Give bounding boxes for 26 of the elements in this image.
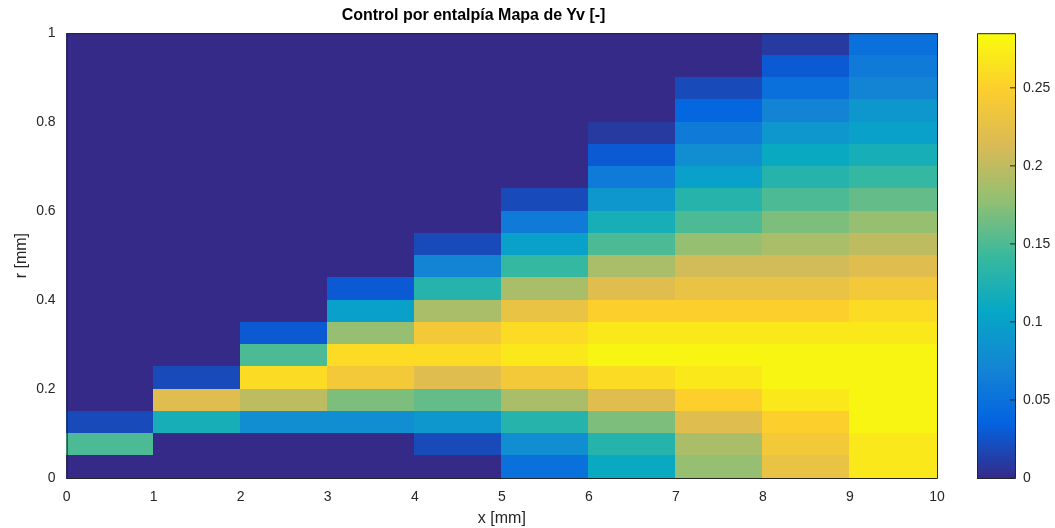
y-tick-label: 0.2 [36, 379, 56, 396]
y-tick-label: 0 [47, 468, 56, 485]
y-tick-label: 0.4 [36, 290, 56, 307]
x-tick-label: 1 [149, 488, 158, 505]
color-bar-label: 0.25 [1023, 78, 1051, 95]
color-bar-label: 0.05 [1023, 390, 1051, 407]
y-tick-label: 0.8 [36, 113, 56, 130]
x-tick-label: 8 [759, 488, 768, 505]
x-tick-label: 3 [323, 488, 332, 505]
x-tick-label: 9 [846, 488, 855, 505]
x-tick-label: 10 [929, 488, 945, 505]
y-tick-label: 1 [47, 24, 56, 41]
y-tick-label: 0.6 [36, 201, 56, 218]
chart-title: Control por entalpía Mapa de Yv [-] [341, 6, 606, 24]
x-tick-label: 7 [672, 488, 680, 505]
color-bar-label: 0.1 [1023, 312, 1043, 329]
x-tick-label: 5 [497, 488, 506, 505]
x-axis-title: x [mm] [477, 508, 526, 526]
x-tick-label: 0 [62, 488, 71, 505]
color-bar-label: 0.15 [1023, 234, 1051, 251]
x-tick-label: 4 [410, 488, 419, 505]
x-tick-label: 2 [236, 488, 245, 505]
y-axis-title: r [mm] [12, 232, 30, 279]
color-bar-label: 0.2 [1023, 156, 1043, 173]
color-bar-label: 0 [1023, 468, 1031, 485]
x-tick-label: 6 [584, 488, 593, 505]
